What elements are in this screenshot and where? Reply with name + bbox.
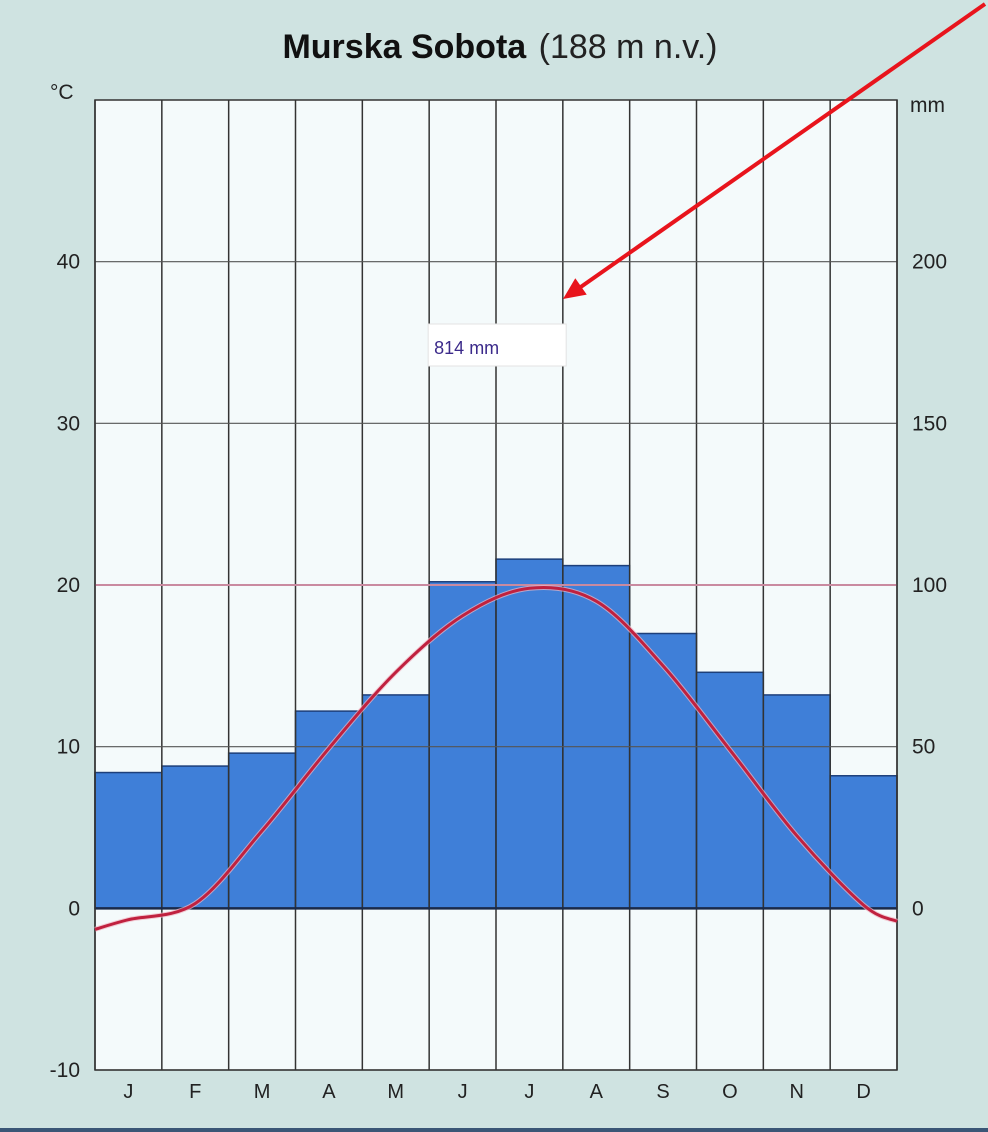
month-label: J xyxy=(123,1081,133,1103)
precipitation-bar-5 xyxy=(361,694,430,910)
month-label: A xyxy=(590,1081,604,1103)
month-label: M xyxy=(387,1081,404,1103)
precipitation-bar-10 xyxy=(695,671,765,910)
plot-border xyxy=(94,99,898,1071)
month-label: J xyxy=(524,1081,534,1103)
chart-subtitle: (188 m n.v.) xyxy=(539,28,718,66)
precipitation-bar-4 xyxy=(294,710,364,910)
y-left-unit-label: °C xyxy=(50,81,74,104)
y-left-tick-label: -10 xyxy=(50,1059,80,1082)
temperature-line xyxy=(94,585,898,931)
precipitation-bar-11 xyxy=(762,694,831,910)
y-right-tick-label: 100 xyxy=(912,574,947,597)
month-label: O xyxy=(722,1081,738,1103)
y-right-tick-label: 200 xyxy=(912,251,947,274)
plot-area: -10 0 10 20 30 40 0 50 100 150 200 J F M A M J J A S O N D 814 … xyxy=(50,2,987,1103)
month-label: J xyxy=(458,1081,468,1103)
annotation-arrow-head xyxy=(563,278,587,299)
precipitation-bar-7 xyxy=(495,558,564,910)
precipitation-bar-2 xyxy=(161,765,230,910)
chart-title: Murska Sobota xyxy=(282,28,527,66)
month-label: A xyxy=(322,1081,336,1103)
annotation-label: 814 mm xyxy=(434,338,499,358)
y-right-tick-label: 150 xyxy=(912,412,947,435)
annotation-arrow xyxy=(573,2,987,293)
y-left-tick-label: 10 xyxy=(57,736,80,759)
y-right-unit-label: mm xyxy=(910,94,945,117)
precipitation-bar-9 xyxy=(628,632,698,910)
month-label: N xyxy=(790,1081,804,1103)
y-left-tick-label: 40 xyxy=(57,251,80,274)
annotation-box xyxy=(427,323,567,367)
month-label: F xyxy=(189,1081,201,1103)
bottom-border xyxy=(0,1128,988,1132)
y-right-tick-label: 50 xyxy=(912,736,935,759)
y-left-tick-label: 0 xyxy=(68,897,80,920)
precipitation-bar-1 xyxy=(94,771,163,910)
y-left-tick-label: 20 xyxy=(57,574,80,597)
y-left-tick-label: 30 xyxy=(57,412,80,435)
y-right-tick-label: 0 xyxy=(912,897,924,920)
precipitation-bar-12 xyxy=(829,775,898,910)
month-label: S xyxy=(656,1081,669,1103)
chart-title-group: Murska Sobota (188 m n.v.) xyxy=(282,28,717,66)
month-label: D xyxy=(856,1081,870,1103)
month-label: M xyxy=(254,1081,271,1103)
